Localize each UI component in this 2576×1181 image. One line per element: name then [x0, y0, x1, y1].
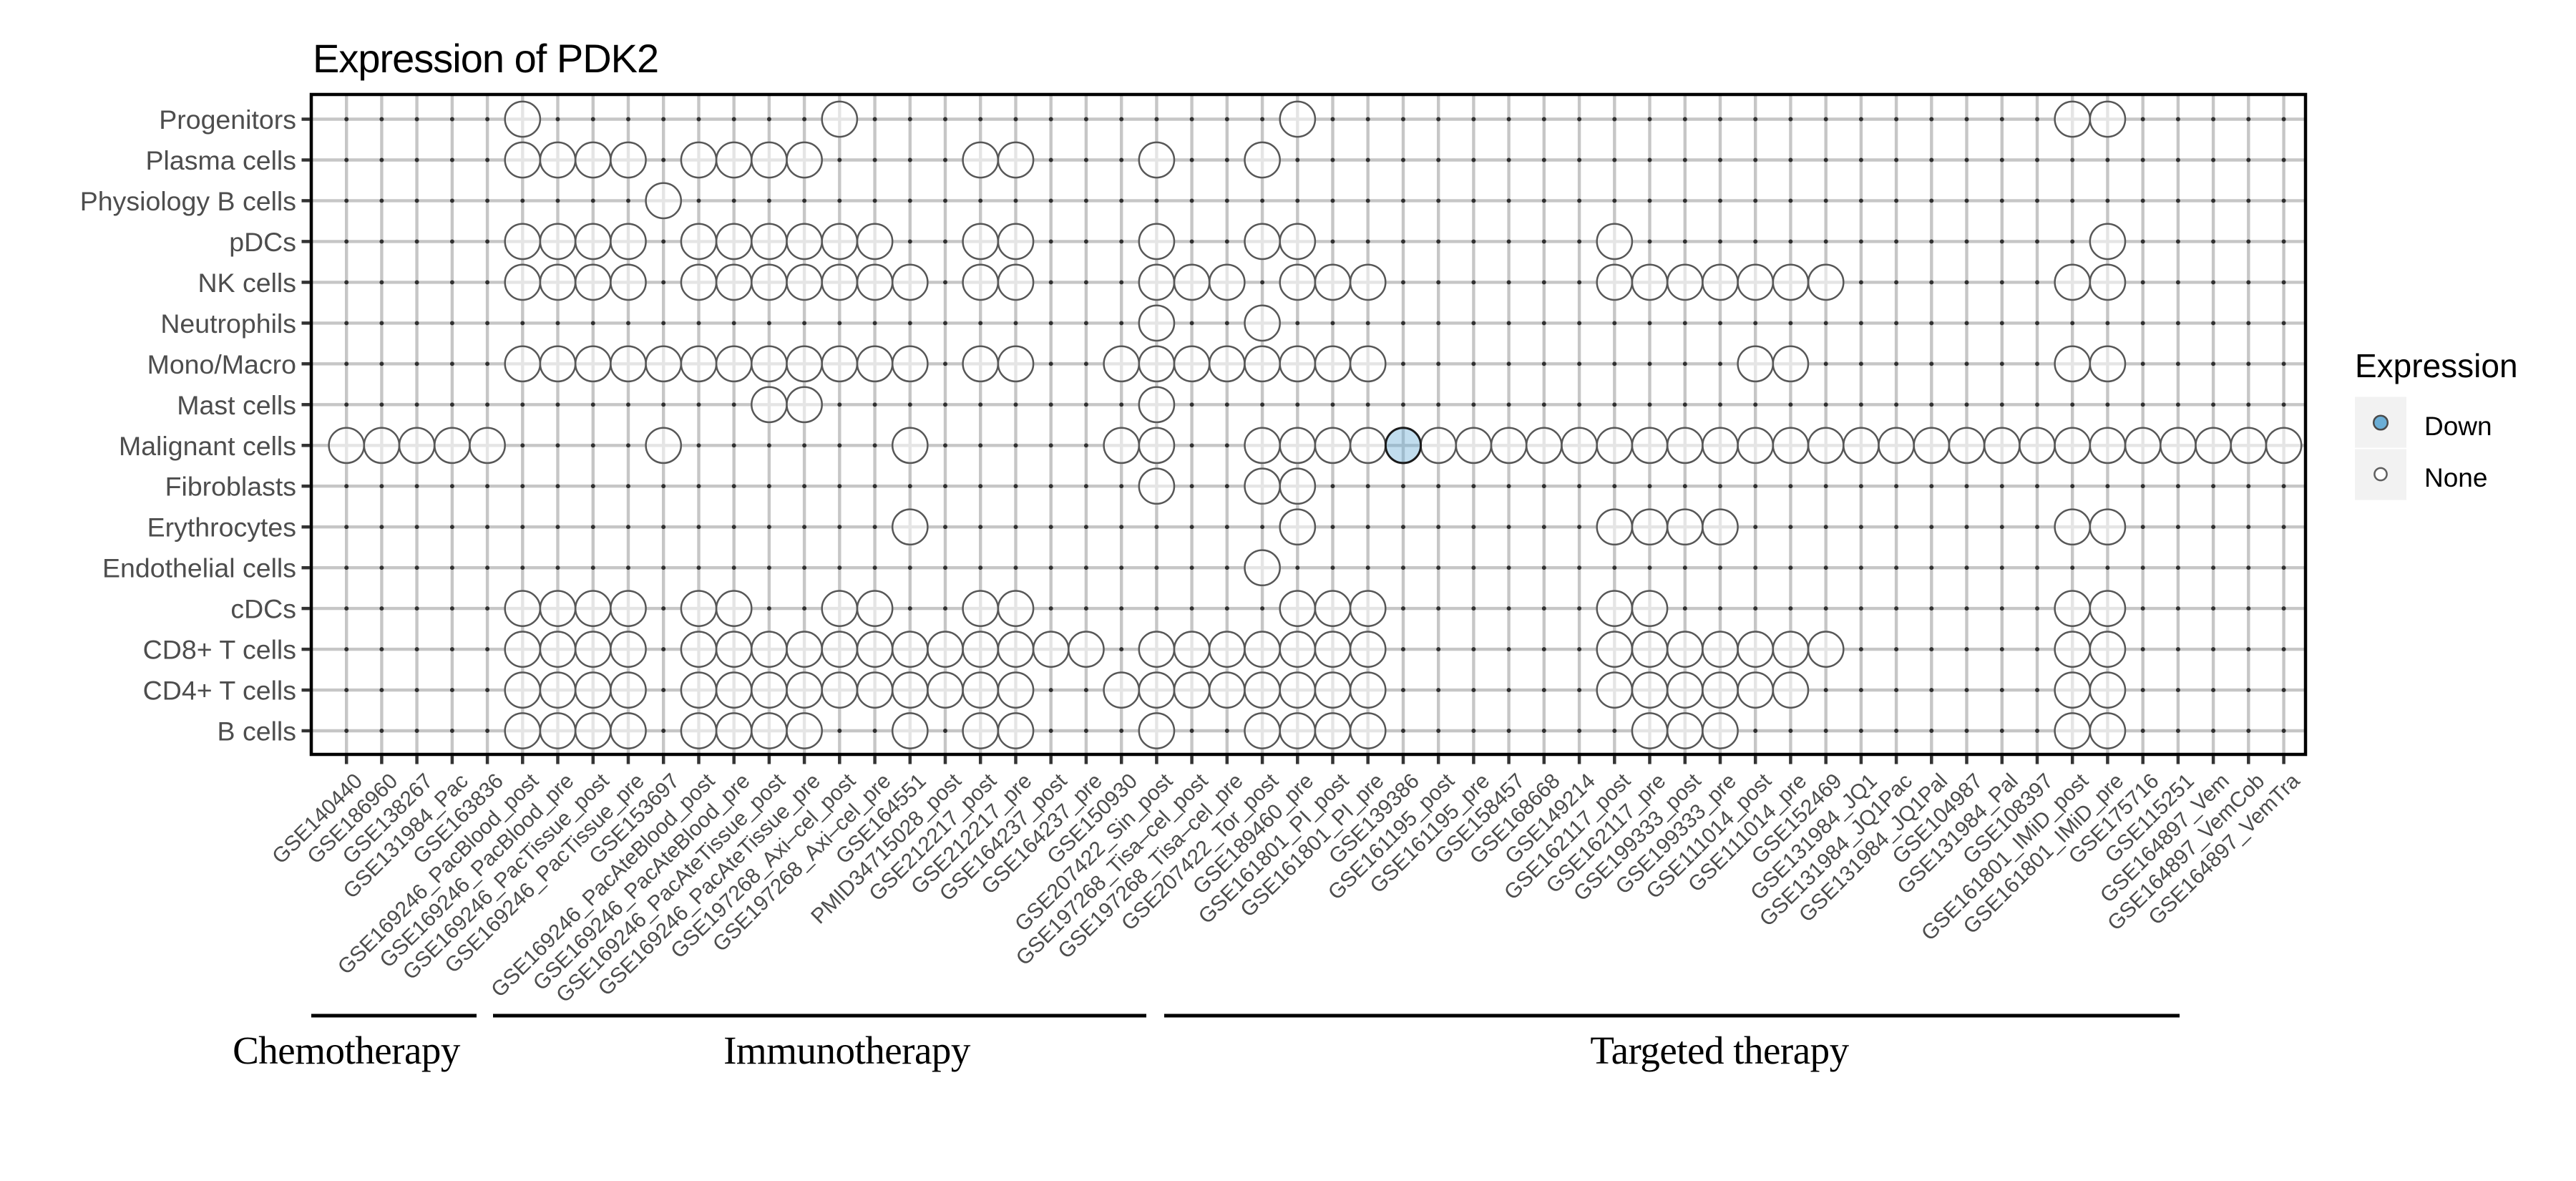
svg-text:Neutrophils: Neutrophils — [160, 308, 296, 339]
svg-text:Expression of PDK2: Expression of PDK2 — [313, 36, 658, 81]
svg-text:Chemotherapy: Chemotherapy — [233, 1029, 461, 1072]
svg-text:pDCs: pDCs — [229, 227, 296, 257]
svg-text:Mono/Macro: Mono/Macro — [147, 349, 296, 379]
svg-text:CD8+ T cells: CD8+ T cells — [143, 635, 296, 665]
svg-text:Fibroblasts: Fibroblasts — [165, 472, 296, 502]
svg-text:Down: Down — [2424, 412, 2492, 441]
svg-text:CD4+ T cells: CD4+ T cells — [143, 676, 296, 706]
svg-text:Physiology B cells: Physiology B cells — [80, 186, 296, 216]
svg-text:cDCs: cDCs — [230, 594, 296, 624]
svg-text:B cells: B cells — [218, 716, 296, 747]
svg-text:Targeted therapy: Targeted therapy — [1590, 1029, 1849, 1072]
svg-text:Malignant cells: Malignant cells — [119, 431, 296, 461]
svg-text:None: None — [2424, 463, 2487, 492]
svg-text:Progenitors: Progenitors — [159, 105, 296, 135]
svg-text:Expression: Expression — [2355, 347, 2518, 384]
svg-text:Erythrocytes: Erythrocytes — [147, 512, 296, 543]
svg-text:Plasma cells: Plasma cells — [146, 145, 296, 175]
svg-text:NK cells: NK cells — [197, 268, 296, 298]
svg-text:Endothelial cells: Endothelial cells — [102, 553, 296, 583]
svg-text:Immunotherapy: Immunotherapy — [723, 1029, 971, 1072]
svg-text:Mast cells: Mast cells — [177, 390, 296, 420]
